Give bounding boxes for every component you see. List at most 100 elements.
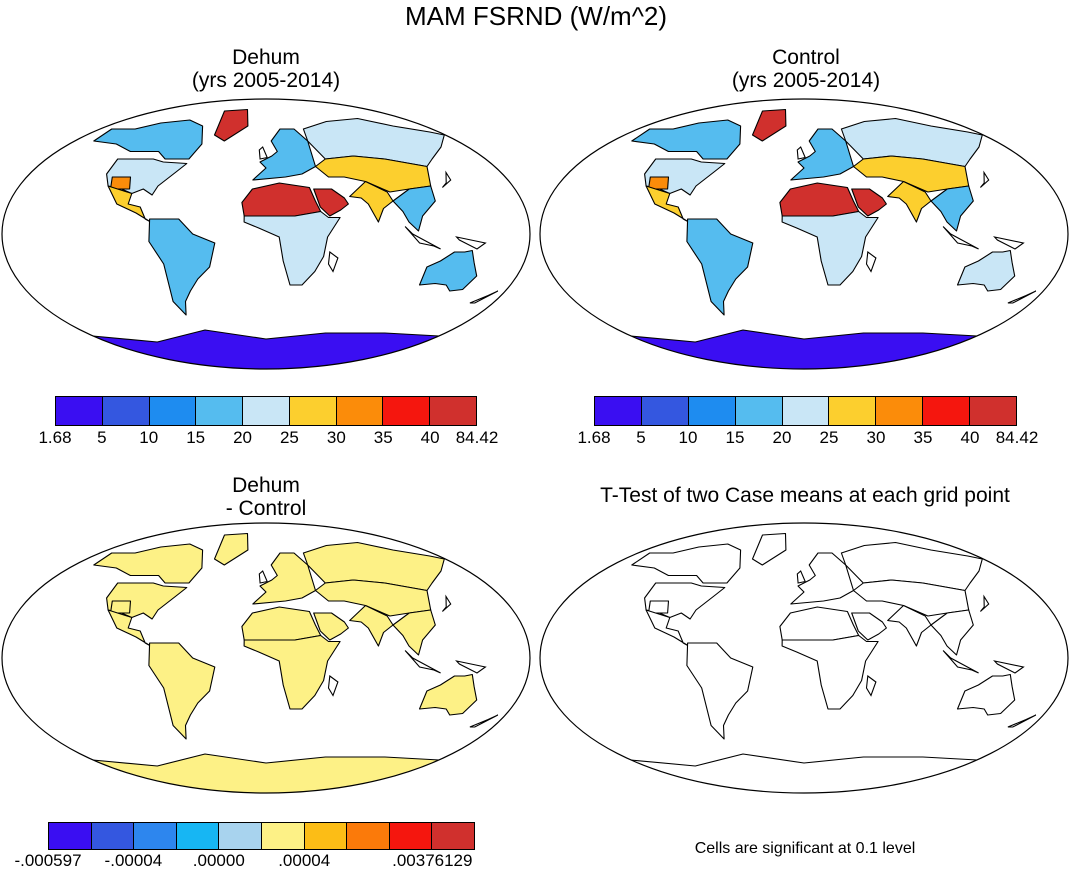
control-colorbar-labels: 1.68 5 10 15 20 25 30 35 40 84.42 — [577, 428, 1038, 450]
control-map — [539, 98, 1069, 370]
colorbar-swatch — [289, 397, 337, 425]
control-region-greenland — [751, 108, 787, 142]
colorbar-tick-label: 1.68 — [38, 428, 72, 447]
diff-region-canada — [93, 543, 204, 584]
dehum-panel-title: Dehum (yrs 2005-2014) — [135, 46, 397, 92]
colorbar-swatch — [304, 823, 348, 849]
colorbar-swatch — [196, 397, 244, 425]
colorbar-swatch — [923, 397, 971, 425]
control-island-outline — [796, 146, 806, 160]
ttest-region-africa-south — [781, 634, 879, 710]
dehum-region-south-america — [148, 218, 216, 316]
diff-region-europe — [252, 552, 317, 605]
ttest-region-arabia — [851, 612, 887, 641]
control-colorbar — [594, 396, 1017, 426]
dehum-region-canada — [93, 119, 204, 160]
map-border — [1, 522, 531, 794]
ttest-region-canada — [631, 543, 742, 584]
colorbar-tick-label: 40 — [420, 428, 440, 447]
dehum-title-line1: Dehum — [232, 46, 300, 69]
diff-island-outline — [441, 594, 452, 612]
dehum-region-australia — [418, 249, 478, 292]
diff-region-antarctica — [92, 753, 440, 793]
significance-note: Cells are significant at 0.1 level — [694, 840, 916, 857]
colorbar-swatch — [829, 397, 877, 425]
control-region-africa-south — [781, 210, 879, 286]
ttest-map — [539, 522, 1069, 794]
colorbar-swatch — [347, 823, 390, 849]
ttest-region-europe — [790, 552, 855, 605]
colorbar-swatch — [383, 397, 431, 425]
map-border — [539, 522, 1069, 794]
ttest-region-se-asia — [930, 609, 974, 656]
control-region-south-america — [686, 218, 754, 316]
diff-region-arabia — [313, 612, 349, 641]
colorbar-tick-label: .00000 — [192, 851, 245, 870]
colorbar-swatch — [134, 823, 177, 849]
ttest-region-greenland — [751, 532, 787, 566]
control-region-se-asia — [930, 185, 974, 232]
ttest-island-outline — [1007, 714, 1037, 728]
diff-island-outline — [327, 674, 339, 697]
figure-title: MAM FSRND (W/m^2) — [404, 1, 668, 31]
control-island-outline — [993, 236, 1025, 250]
colorbar-tick-label: 30 — [866, 428, 886, 447]
dehum-region-se-asia — [392, 185, 436, 232]
dehum-region-europe — [252, 128, 317, 181]
control-island-outline — [979, 170, 990, 188]
control-region-central-america — [645, 185, 690, 223]
dehum-region-africa-south — [243, 210, 341, 286]
colorbar-tick-label: 40 — [960, 428, 980, 447]
colorbar-tick-label: 35 — [913, 428, 933, 447]
dehum-island-outline — [441, 170, 452, 188]
colorbar-tick-label: .00376129 — [392, 851, 473, 870]
colorbar-swatch — [102, 397, 150, 425]
colorbar-swatch — [595, 397, 642, 425]
control-region-europe — [790, 128, 855, 181]
ttest-island-outline — [942, 650, 979, 674]
diff-region-australia — [418, 673, 478, 716]
colorbar-swatch — [49, 823, 92, 849]
colorbar-tick-label: 35 — [373, 428, 393, 447]
dehum-region-antarctica — [92, 329, 440, 369]
diff-region-se-asia — [392, 609, 436, 656]
ttest-island-outline — [979, 594, 990, 612]
diff-title-line2: - Control — [225, 497, 307, 521]
dehum-colorbar — [55, 396, 477, 426]
control-title-line1: Control — [772, 46, 840, 69]
ttest-island-outline — [796, 570, 806, 584]
colorbar-tick-label: 15 — [725, 428, 745, 447]
ttest-region-central-america — [645, 609, 690, 647]
diff-island-outline — [469, 714, 499, 728]
control-region-arabia — [851, 188, 887, 217]
diff-colorbar-labels: -.000597 -.00004 .00000 .00004 .00376129 — [14, 851, 475, 873]
dehum-island-outline — [404, 226, 441, 250]
map-border — [1, 98, 531, 370]
colorbar-swatch — [261, 823, 305, 849]
diff-region-south-america — [148, 642, 216, 740]
dehum-island-outline — [258, 146, 268, 160]
diff-title-line1: Dehum — [232, 474, 300, 497]
colorbar-swatch — [56, 397, 103, 425]
colorbar-swatch — [219, 823, 262, 849]
colorbar-tick-label: 20 — [233, 428, 253, 447]
diff-region-india — [349, 604, 394, 647]
control-region-antarctica — [630, 329, 978, 369]
dehum-region-arabia — [313, 188, 349, 217]
dehum-colorbar-labels: 1.68 5 10 15 20 25 30 35 40 84.42 — [38, 428, 498, 450]
colorbar-swatch — [876, 397, 924, 425]
ttest-region-south-america — [686, 642, 754, 740]
colorbar-tick-label: 10 — [139, 428, 159, 447]
colorbar-swatch — [336, 397, 384, 425]
dehum-region-india — [349, 180, 394, 223]
colorbar-tick-label: .00004 — [278, 851, 331, 870]
colorbar-swatch — [243, 397, 290, 425]
control-region-india — [887, 180, 932, 223]
ttest-region-australia — [956, 673, 1016, 716]
diff-island-outline — [455, 660, 487, 674]
dehum-region-central-america — [107, 185, 152, 223]
colorbar-swatch — [432, 823, 474, 849]
ocean-background — [540, 523, 1068, 793]
ocean-background — [540, 99, 1068, 369]
colorbar-swatch — [176, 823, 220, 849]
